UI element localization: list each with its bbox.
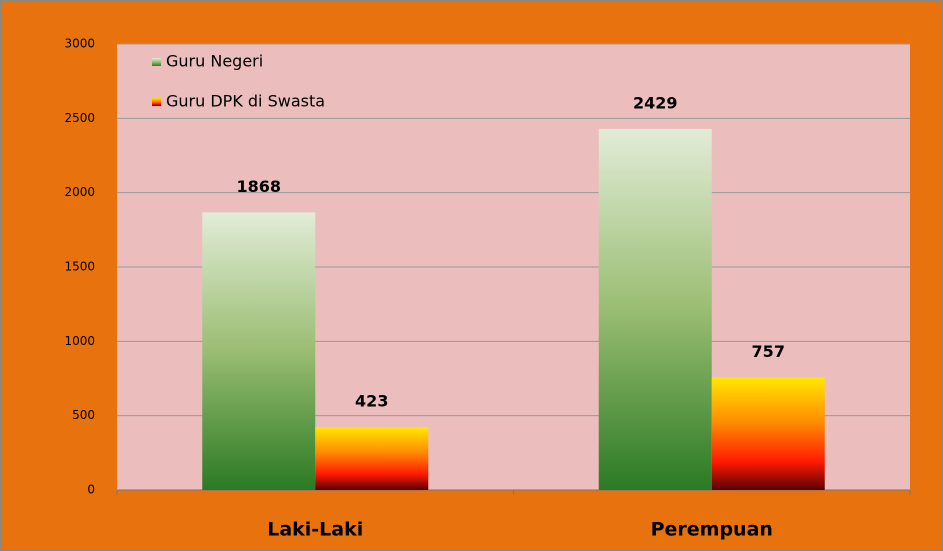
bar bbox=[598, 128, 712, 490]
value-label: 2429 bbox=[633, 93, 678, 112]
legend-swatch bbox=[152, 58, 161, 66]
x-tick-label: Laki-Laki bbox=[267, 519, 363, 541]
y-tick-label: 500 bbox=[72, 408, 95, 422]
y-tick-label: 2500 bbox=[64, 111, 95, 125]
y-tick-label: 2000 bbox=[64, 185, 95, 199]
legend-label: Guru Negeri bbox=[166, 52, 263, 71]
x-tick-label: Perempuan bbox=[651, 519, 773, 541]
y-tick-label: 0 bbox=[87, 483, 95, 497]
y-tick-label: 3000 bbox=[64, 37, 95, 51]
value-label: 757 bbox=[752, 342, 785, 361]
legend-label: Guru DPK di Swasta bbox=[166, 92, 325, 111]
legend-swatch bbox=[152, 98, 161, 106]
bar bbox=[711, 377, 825, 490]
y-tick-label: 1500 bbox=[64, 260, 95, 274]
bar bbox=[315, 427, 429, 490]
value-label: 1868 bbox=[236, 177, 281, 196]
y-tick-label: 1000 bbox=[64, 334, 95, 348]
bar bbox=[202, 212, 316, 491]
value-label: 423 bbox=[355, 392, 388, 411]
